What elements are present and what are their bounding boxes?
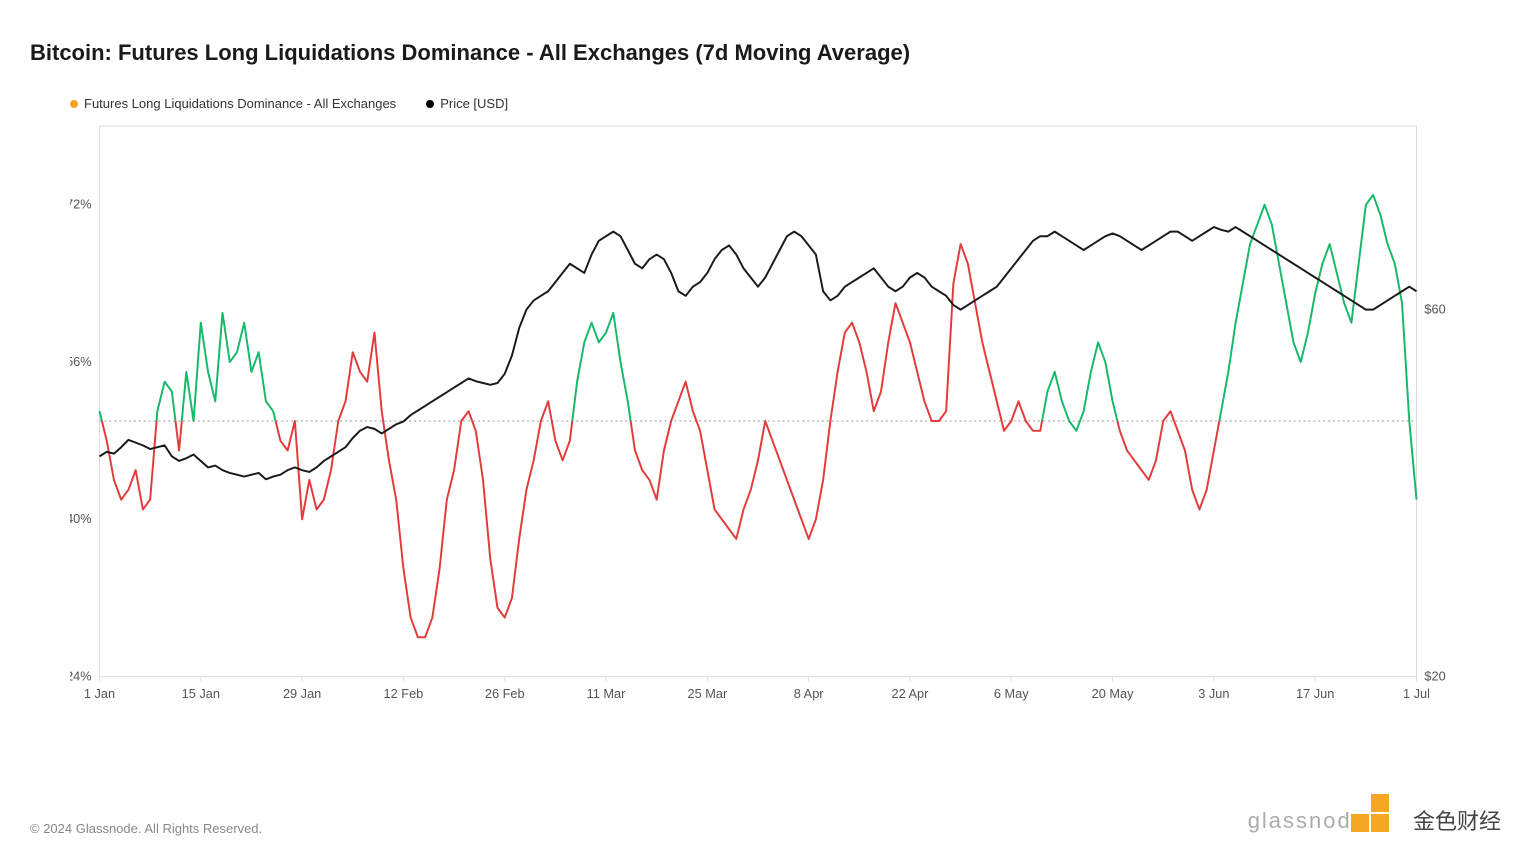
legend: Futures Long Liquidations Dominance - Al… — [70, 96, 1506, 111]
svg-text:6 May: 6 May — [994, 686, 1029, 701]
svg-text:12 Feb: 12 Feb — [384, 686, 424, 701]
svg-text:8 Apr: 8 Apr — [794, 686, 825, 701]
svg-text:1 Jul: 1 Jul — [1403, 686, 1430, 701]
svg-text:29 Jan: 29 Jan — [283, 686, 321, 701]
svg-text:56%: 56% — [70, 354, 92, 369]
chart-title: Bitcoin: Futures Long Liquidations Domin… — [30, 40, 1506, 66]
svg-text:26 Feb: 26 Feb — [485, 686, 525, 701]
svg-text:17 Jun: 17 Jun — [1296, 686, 1334, 701]
chart-area: 24% 40% 56% 72% $20k $60k 1 Jan 15 Jan 29 Jan 12 … — [70, 121, 1446, 721]
svg-text:40%: 40% — [70, 511, 92, 526]
svg-text:15 Jan: 15 Jan — [182, 686, 220, 701]
watermark-glassnode: glassnode — [1248, 808, 1366, 834]
svg-text:24%: 24% — [70, 668, 92, 683]
legend-dot-price — [426, 100, 434, 108]
svg-text:72%: 72% — [70, 197, 92, 212]
copyright-footer: © 2024 Glassnode. All Rights Reserved. — [30, 821, 262, 836]
watermark-logo-icon — [1351, 794, 1401, 834]
legend-dot-dominance — [70, 100, 78, 108]
svg-text:25 Mar: 25 Mar — [687, 686, 727, 701]
svg-text:3 Jun: 3 Jun — [1198, 686, 1229, 701]
svg-text:20 May: 20 May — [1092, 686, 1134, 701]
legend-label-dominance: Futures Long Liquidations Dominance - Al… — [84, 96, 396, 111]
svg-text:22 Apr: 22 Apr — [892, 686, 930, 701]
svg-text:1 Jan: 1 Jan — [84, 686, 115, 701]
legend-label-price: Price [USD] — [440, 96, 508, 111]
legend-item-price: Price [USD] — [426, 96, 508, 111]
svg-text:11 Mar: 11 Mar — [587, 686, 627, 701]
chart-svg: 24% 40% 56% 72% $20k $60k 1 Jan 15 Jan 29 Jan 12 … — [70, 121, 1446, 721]
watermark-jinse: 金色财经 — [1413, 804, 1501, 836]
svg-text:$20k: $20k — [1424, 668, 1446, 683]
legend-item-dominance: Futures Long Liquidations Dominance - Al… — [70, 96, 396, 111]
svg-text:$60k: $60k — [1424, 302, 1446, 317]
